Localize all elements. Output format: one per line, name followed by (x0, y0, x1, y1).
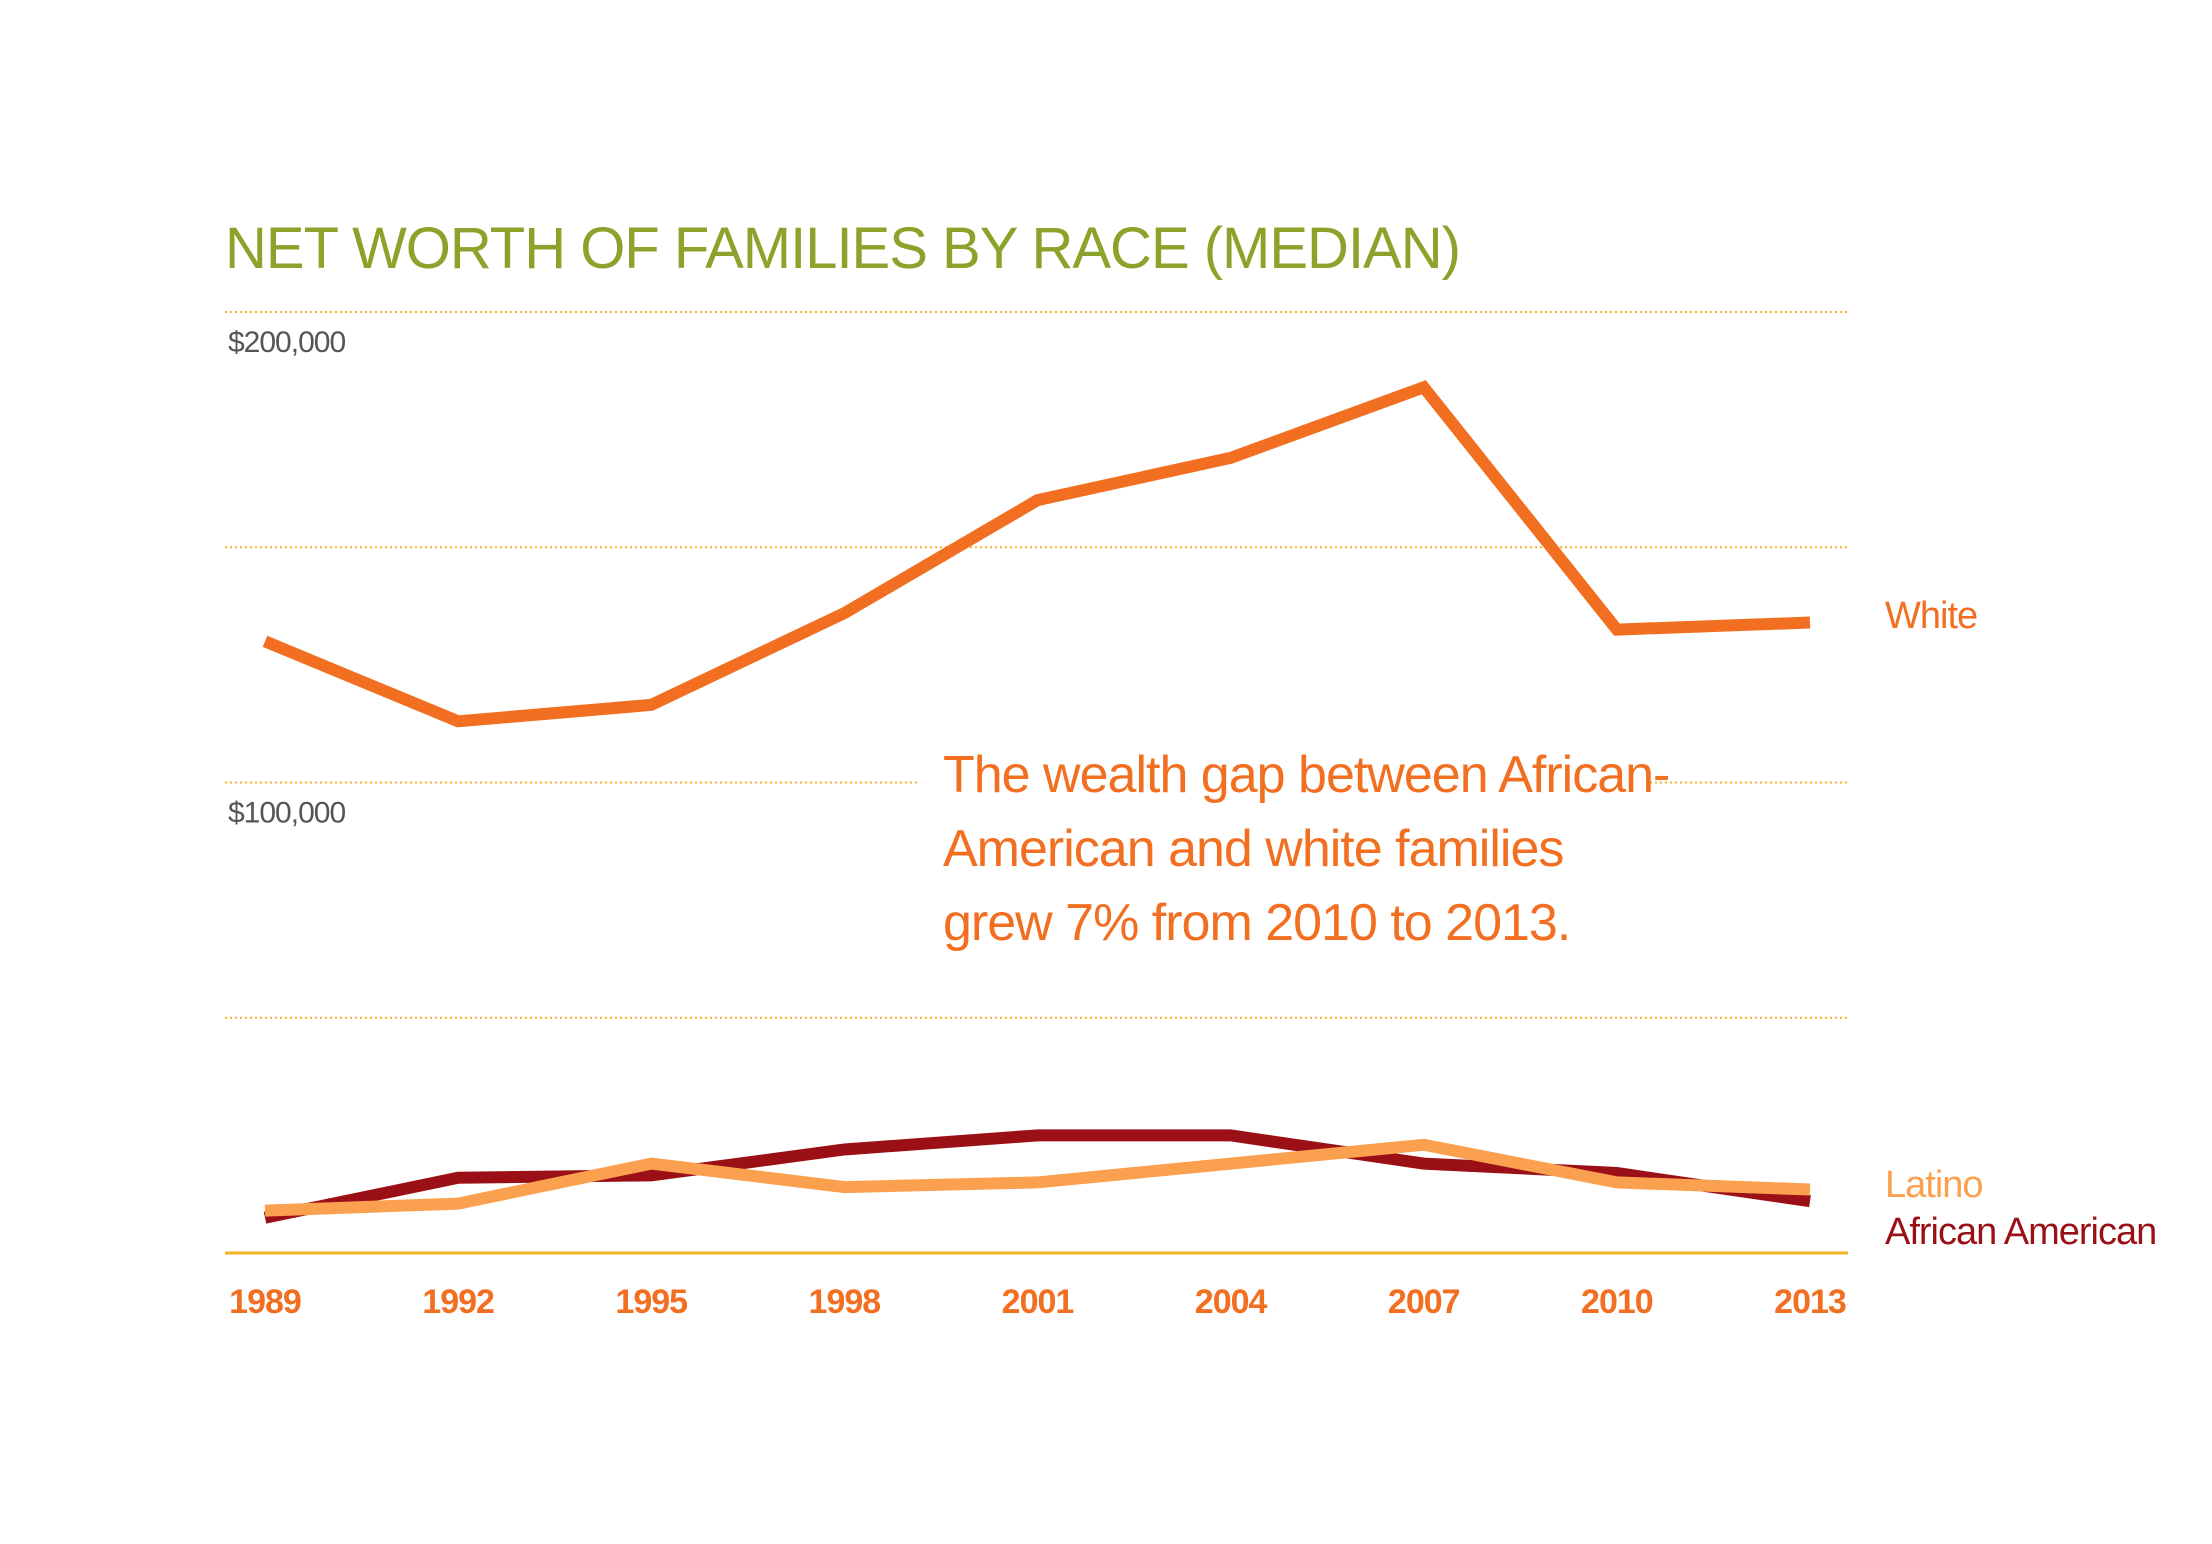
x-tick-label: 1989 (229, 1283, 301, 1321)
data-point-latino (458, 1203, 459, 1204)
data-point-african-american (1423, 1163, 1424, 1164)
x-tick-label: 2010 (1581, 1283, 1653, 1321)
series-labels: White Latino African American (1885, 595, 2157, 1253)
data-point-latino (651, 1163, 652, 1164)
data-point-white (1230, 457, 1231, 458)
data-point-african-american (844, 1149, 845, 1150)
data-point-latino (1423, 1144, 1424, 1145)
x-tick-label: 2007 (1388, 1283, 1460, 1321)
data-point-african-american (1616, 1173, 1617, 1174)
annotation-line: The wealth gap between African- (943, 746, 1669, 804)
y-tick-label: $100,000 (228, 797, 345, 830)
annotation-background (920, 730, 1650, 970)
x-tick-label: 2013 (1774, 1283, 1846, 1321)
data-point-latino (1810, 1189, 1811, 1190)
data-point-white (1037, 500, 1038, 501)
series-label-latino: Latino (1885, 1164, 1983, 1206)
annotation-line: grew 7% from 2010 to 2013. (943, 894, 1570, 952)
series-lines (262, 380, 1811, 1224)
x-tick-label: 1992 (422, 1283, 494, 1321)
data-point-african-american (458, 1177, 459, 1178)
data-point-white (844, 613, 845, 614)
series-label-white: White (1885, 595, 1977, 637)
series-line-latino (264, 1138, 1811, 1217)
x-tick-label: 1998 (809, 1283, 881, 1321)
series-line-white (262, 380, 1811, 728)
data-point-white (458, 721, 459, 722)
data-point-white (265, 641, 266, 642)
data-point-latino (1616, 1182, 1617, 1183)
data-point-white (1616, 629, 1617, 630)
x-tick-label: 2001 (1002, 1283, 1074, 1321)
y-tick-label: $200,000 (228, 326, 345, 359)
data-point-african-american (651, 1175, 652, 1176)
y-tick-labels: $200,000 $100,000 (228, 326, 346, 830)
data-point-white (1423, 387, 1424, 388)
annotation-line: American and white families (943, 820, 1563, 878)
x-tick-labels: 1989 1992 1995 1998 2001 2004 2007 2010 2013 (229, 1283, 1847, 1321)
data-point-white (651, 704, 652, 705)
data-point-african-american (265, 1217, 266, 1218)
annotation: The wealth gap between African- American … (920, 730, 1670, 970)
data-point-african-american (1810, 1201, 1811, 1202)
data-point-white (1810, 622, 1811, 623)
data-point-latino (1037, 1182, 1038, 1183)
chart-title: NET WORTH OF FAMILIES BY RACE (MEDIAN) (225, 216, 1460, 281)
data-point-latino (1230, 1163, 1231, 1164)
data-point-african-american (1037, 1135, 1038, 1136)
data-point-latino (265, 1210, 266, 1211)
data-point-latino (844, 1187, 845, 1188)
data-point-african-american (1230, 1135, 1231, 1136)
x-tick-label: 2004 (1195, 1283, 1268, 1321)
x-tick-label: 1995 (615, 1283, 687, 1321)
series-label-african-american: African American (1885, 1211, 2156, 1253)
